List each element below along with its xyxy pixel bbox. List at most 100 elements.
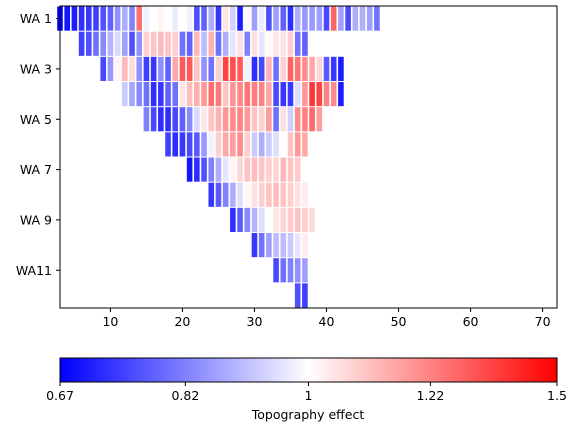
heatmap-cell [237,6,243,31]
heatmap-cell [237,157,243,182]
heatmap-cell [201,132,207,157]
heatmap-cell [78,6,85,31]
heatmap-cell [251,31,258,56]
heatmap-cell [266,56,272,81]
heatmap-cell [294,258,301,283]
heatmap-cell [136,31,143,56]
heatmap-cell [280,132,287,157]
heatmap-cell [280,258,287,283]
y-axis: WA 1 WA 3 WA 5 WA 7 WA 9 WA11 [16,11,60,278]
heatmap-cell [309,56,315,81]
heatmap-cell [345,6,351,31]
heatmap-cell [107,31,114,56]
heatmap-cell [230,107,236,132]
heatmap-cell [194,31,200,56]
heatmap-cell [266,157,272,182]
heatmap-cell [273,157,279,182]
heatmap-cell [258,233,265,258]
heatmap-cell [273,132,279,157]
y-tick-label: WA 1 [20,11,52,26]
heatmap-cell [129,56,135,81]
heatmap-cell [294,157,301,182]
heatmap-cell [251,107,258,132]
y-tick-label: WA 9 [20,212,52,227]
heatmap-cell [172,56,179,81]
heatmap-cell [230,157,236,182]
heatmap-cell [302,207,308,232]
heatmap-cell [294,233,301,258]
heatmap-cell [143,56,150,81]
heatmap-cell [294,82,301,107]
heatmap-cell [287,6,294,31]
heatmap-cell [258,207,265,232]
heatmap-cell [280,107,287,132]
heatmap-cell [201,6,207,31]
heatmap-cell [266,233,272,258]
heatmap-cell [165,82,171,107]
heatmap-cell [237,107,243,132]
heatmap-cell [251,82,258,107]
heatmap-cell [150,82,157,107]
heatmap-cell [158,31,164,56]
heatmap-cell [338,56,344,81]
colorbar-tick-label: 1 [305,388,313,403]
heatmap-cell [172,6,179,31]
heatmap-cell [201,82,207,107]
heatmap-cell [179,31,186,56]
heatmap-cell [230,82,236,107]
heatmap-cell [251,132,258,157]
heatmap-cell [158,6,164,31]
heatmap-cell [287,132,294,157]
heatmap-cell [208,107,215,132]
heatmap-cell [186,56,193,81]
heatmap-cell [158,107,164,132]
heatmap-cell [100,31,107,56]
heatmap-cell [316,82,323,107]
heatmap-cell [273,6,279,31]
heatmap-cell [165,6,171,31]
heatmap-cell [179,107,186,132]
heatmap-cell [266,107,272,132]
heatmap-cell [165,107,171,132]
heatmap-cell [266,207,272,232]
heatmap-cell [302,6,308,31]
heatmap-cell [287,31,294,56]
heatmap-cell [215,6,222,31]
heatmap-cell [251,233,258,258]
heatmap-cell [136,56,143,81]
heatmap-cell [273,31,279,56]
heatmap-cell [266,132,272,157]
heatmap-cell [215,107,222,132]
heatmap-cell [294,31,301,56]
heatmap-cell [150,107,157,132]
heatmap-cell [129,31,135,56]
heatmap-cell [194,157,200,182]
heatmap-cell [330,82,337,107]
heatmap-cell [215,182,222,207]
heatmap-cell [100,6,107,31]
heatmap-cell [186,132,193,157]
heatmap-cell [222,132,229,157]
heatmap-cell [287,207,294,232]
heatmap-cell [165,132,171,157]
heatmap-cell [323,6,330,31]
heatmap-cell [237,132,243,157]
heatmap-cell [86,6,92,31]
heatmap-cell [208,56,215,81]
heatmap-cell [172,132,179,157]
heatmap-cell [186,107,193,132]
heatmap-cell [258,6,265,31]
heatmap-cell [122,56,128,81]
heatmap-cell [244,56,251,81]
heatmap-cell [201,56,207,81]
heatmap-cell [359,6,366,31]
heatmap-cell [287,182,294,207]
heatmap-cell [309,82,315,107]
heatmap-cell [129,82,135,107]
heatmap-cell [122,6,128,31]
heatmap-cell [201,157,207,182]
heatmap-cell [122,82,128,107]
heatmap-cell [273,182,279,207]
heatmap-cell [302,132,308,157]
heatmap-cell [251,56,258,81]
